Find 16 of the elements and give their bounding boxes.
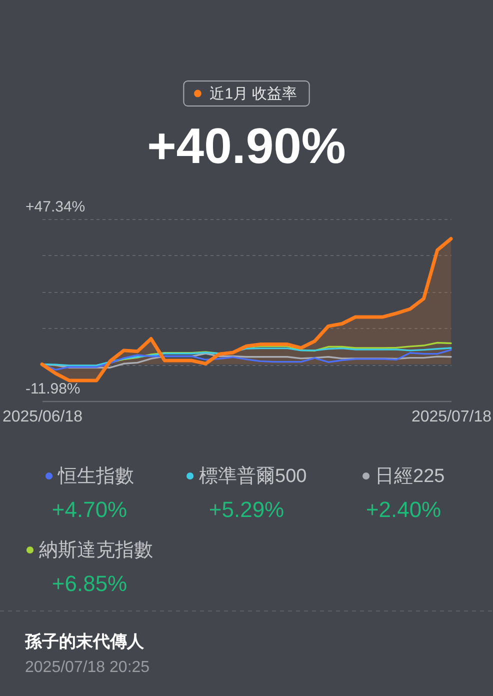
text: +5.29% [208, 497, 284, 522]
x-tick-label: 2025/07/18 [411, 408, 492, 426]
legend-label: 日經225 [375, 466, 445, 487]
legend-label: 標準普爾500 [199, 465, 307, 487]
text: +2.40% [366, 497, 442, 522]
y-tick-label: +47.34% [26, 198, 86, 216]
legend-label: 恒生指數 [57, 466, 134, 487]
text: +4.70% [52, 497, 128, 522]
y-tick-label: -11.98% [26, 380, 80, 398]
text: 2025/07/18 20:25 [25, 659, 150, 676]
text: +6.85% [52, 571, 128, 596]
text: 孫子的末代傳人 [24, 632, 145, 651]
chart-title: +40.90% [147, 118, 346, 174]
x-tick-label: 2025/06/18 [2, 408, 83, 426]
legend-label: 納斯達克指數 [39, 540, 153, 561]
legend-label: 近1月 收益率 [210, 86, 298, 102]
